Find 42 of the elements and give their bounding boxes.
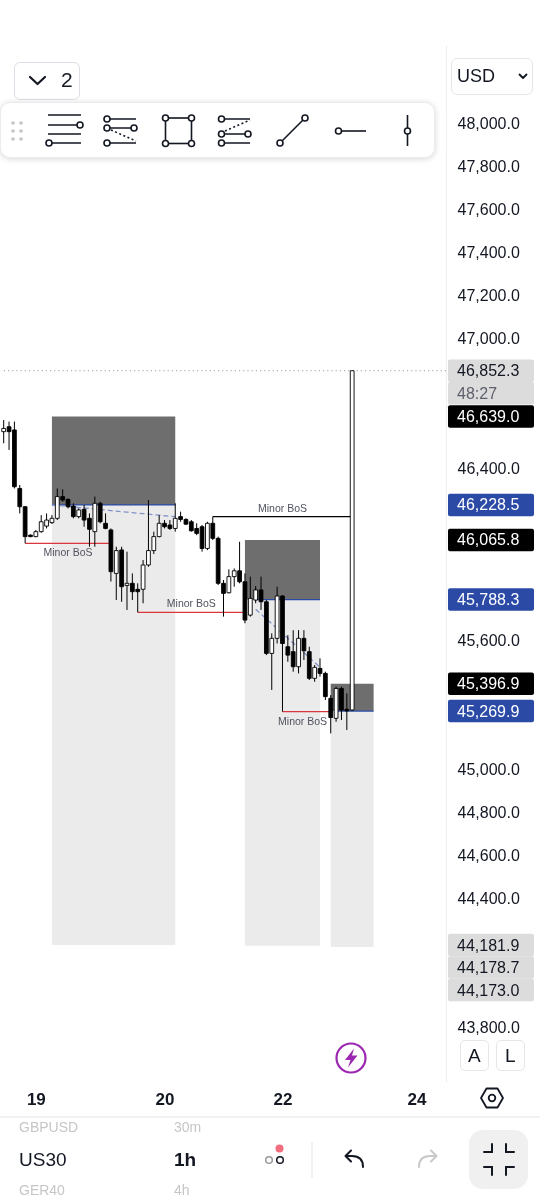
ref-line-label: 46,852.3 bbox=[457, 362, 520, 380]
text: 1h bbox=[174, 1148, 197, 1170]
text: L bbox=[505, 1044, 516, 1066]
y-tick-label: 47,000.0 bbox=[457, 330, 520, 348]
y-tick-label: 48,000.0 bbox=[457, 115, 520, 133]
y-tick-label: 45,600.0 bbox=[457, 631, 520, 649]
text: 45,396.9 bbox=[457, 675, 520, 693]
x-tick-label: 19 bbox=[26, 1089, 46, 1109]
text: 48:27 bbox=[457, 384, 498, 402]
y-tick-label: 44,400.0 bbox=[457, 889, 520, 907]
annotation: Minor BoS bbox=[166, 597, 216, 610]
x-tick-label: 24 bbox=[407, 1089, 428, 1109]
text: 45,269.9 bbox=[457, 702, 520, 720]
annotation: Minor BoS bbox=[257, 501, 307, 514]
text: 46,639.0 bbox=[457, 408, 520, 426]
text: 30m bbox=[174, 1119, 202, 1136]
text: GBPUSD bbox=[19, 1119, 79, 1136]
y-tick-label: 44,800.0 bbox=[457, 803, 520, 821]
annotation: Minor BoS bbox=[278, 714, 328, 727]
y-tick-label: 44,600.0 bbox=[457, 846, 520, 864]
y-tick-label: 47,200.0 bbox=[457, 287, 520, 305]
x-tick-label: 20 bbox=[155, 1089, 175, 1109]
y-tick-label: 47,600.0 bbox=[457, 201, 520, 219]
annotation: 2 bbox=[61, 68, 73, 92]
text: 4h bbox=[174, 1182, 190, 1199]
x-tick-label: 22 bbox=[273, 1089, 293, 1109]
text: 46,065.8 bbox=[457, 531, 520, 549]
text: 45,788.3 bbox=[457, 591, 520, 609]
text: A bbox=[468, 1044, 481, 1066]
text: GER40 bbox=[19, 1182, 65, 1199]
text: 44,173.0 bbox=[457, 981, 520, 999]
text: 44,178.7 bbox=[457, 959, 520, 977]
y-tick-label: 43,800.0 bbox=[457, 1018, 520, 1036]
y-tick-label: 47,800.0 bbox=[457, 158, 520, 176]
text: 46,228.5 bbox=[457, 496, 520, 514]
y-tick-label: 47,400.0 bbox=[457, 244, 520, 262]
y-tick-label: 46,400.0 bbox=[457, 459, 520, 477]
text: USD bbox=[457, 66, 496, 87]
annotation: Minor BoS bbox=[43, 546, 93, 559]
text: US30 bbox=[19, 1148, 67, 1170]
text: 44,181.9 bbox=[457, 936, 520, 954]
y-tick-label: 45,000.0 bbox=[457, 760, 520, 778]
